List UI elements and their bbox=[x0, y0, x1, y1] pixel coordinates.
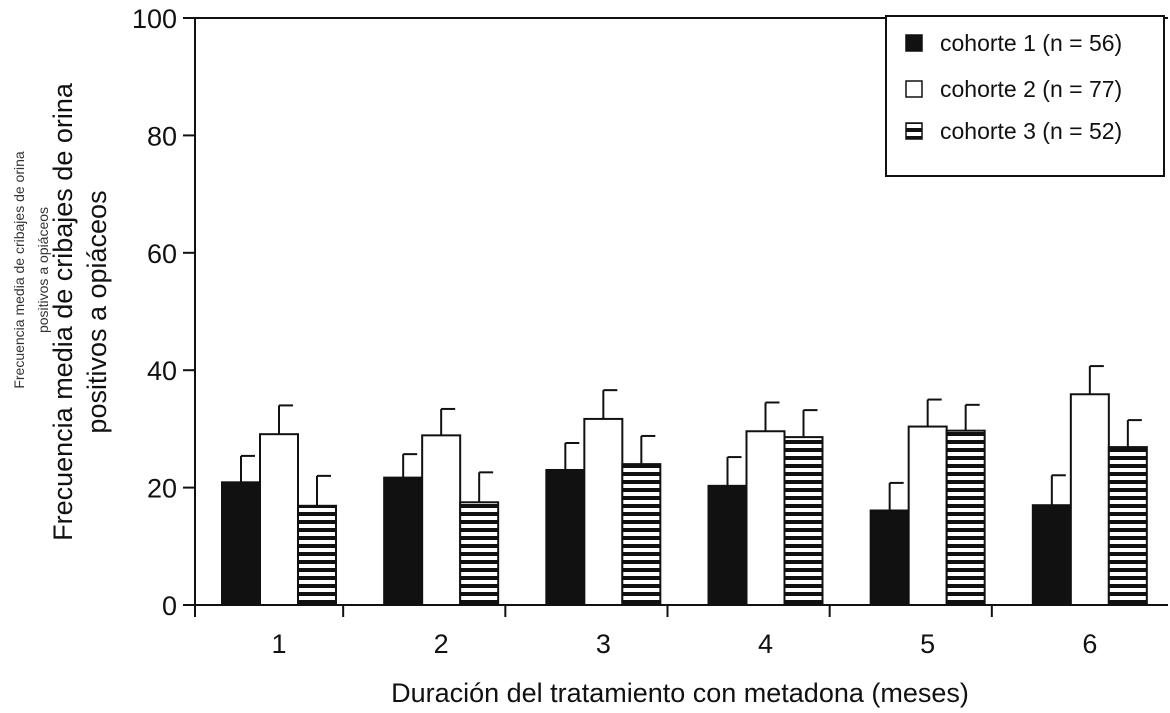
bar-series-1-month-2 bbox=[383, 476, 424, 606]
x-tick-label: 5 bbox=[920, 629, 935, 659]
legend: cohorte 1 (n = 56) cohorte 2 (n = 77) co… bbox=[885, 15, 1165, 177]
legend-item-2: cohorte 2 (n = 77) bbox=[905, 76, 1122, 102]
y-axis-title-small-line-1: Frecuencia media de cribajes de orina bbox=[11, 151, 27, 389]
bar-series-1-month-3 bbox=[545, 468, 586, 606]
x-tick-label: 2 bbox=[434, 629, 449, 659]
x-tick-label: 1 bbox=[271, 629, 286, 659]
legend-swatch-1 bbox=[905, 34, 923, 52]
bars-layer bbox=[221, 393, 1148, 607]
y-axis-title: Frecuencia media de cribajes de orina po… bbox=[48, 82, 112, 541]
legend-item-1: cohorte 1 (n = 56) bbox=[905, 30, 1122, 56]
legend-label-3: cohorte 3 (n = 52) bbox=[940, 118, 1122, 144]
x-axis-title: Duración del tratamiento con metadona (m… bbox=[391, 678, 969, 708]
y-axis-title-small-line-2: positivos a opiáceos bbox=[35, 207, 51, 333]
legend-label-2: cohorte 2 (n = 77) bbox=[940, 76, 1122, 102]
bar-series-1-month-1 bbox=[221, 481, 261, 606]
bar-series-2-month-1 bbox=[259, 433, 299, 607]
bar-series-2-month-6 bbox=[1069, 393, 1110, 606]
y-axis-title-line-2: positivos a opiáceos bbox=[82, 190, 112, 433]
legend-item-3: cohorte 3 (n = 52) bbox=[905, 118, 1122, 144]
y-tick-label: 100 bbox=[132, 4, 177, 34]
legend-frame bbox=[885, 15, 1165, 177]
legend-swatch-3 bbox=[905, 122, 923, 140]
y-tick-label: 40 bbox=[147, 356, 177, 386]
legend-swatch-2 bbox=[905, 80, 923, 98]
bar-series-2-month-2 bbox=[421, 434, 462, 606]
x-tick-label: 3 bbox=[596, 629, 611, 659]
bar-series-2-month-4 bbox=[745, 430, 786, 606]
legend-label-1: cohorte 1 (n = 56) bbox=[940, 30, 1122, 56]
bar-series-3-month-4 bbox=[783, 436, 824, 607]
y-axis: 0 20 40 60 80 100 bbox=[132, 4, 196, 621]
x-tick-label: 6 bbox=[1082, 629, 1097, 659]
bar-series-3-month-2 bbox=[459, 501, 500, 606]
bar-series-1-month-6 bbox=[1031, 504, 1072, 606]
y-tick-label: 0 bbox=[162, 591, 177, 621]
error-bars-layer bbox=[240, 365, 1142, 511]
bar-series-3-month-5 bbox=[945, 429, 986, 607]
bar-series-3-month-6 bbox=[1107, 446, 1148, 606]
bar-series-2-month-5 bbox=[907, 425, 948, 606]
bar-series-1-month-5 bbox=[869, 509, 910, 607]
y-tick-label: 60 bbox=[147, 239, 177, 269]
y-tick-label: 80 bbox=[147, 121, 177, 151]
bar-series-1-month-4 bbox=[707, 484, 748, 606]
bar-series-3-month-3 bbox=[621, 463, 662, 606]
y-axis-title-small: Frecuencia media de cribajes de orina po… bbox=[11, 151, 51, 389]
bar-series-3-month-1 bbox=[297, 504, 337, 606]
y-axis-title-line-1: Frecuencia media de cribajes de orina bbox=[48, 82, 78, 541]
y-tick-label: 20 bbox=[147, 474, 177, 504]
x-tick-label: 4 bbox=[758, 629, 773, 659]
bar-series-2-month-3 bbox=[583, 417, 624, 606]
x-axis: 1 2 3 4 5 6 bbox=[187, 604, 1168, 659]
